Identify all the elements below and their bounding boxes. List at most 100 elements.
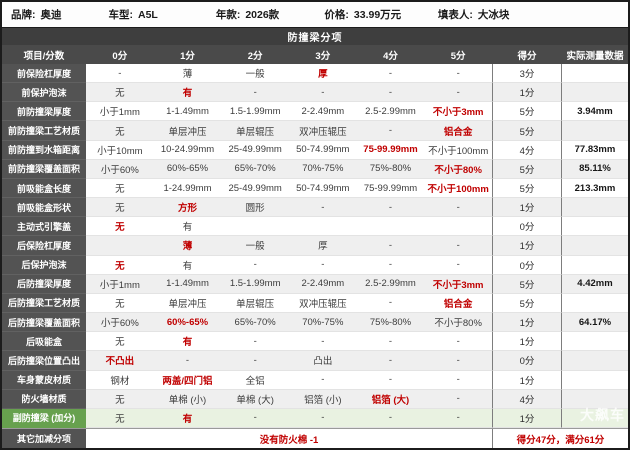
score-option-cell[interactable]	[356, 217, 425, 237]
score-option-cell[interactable]: 双冲压辊压	[288, 293, 357, 314]
score-option-cell[interactable]: -	[288, 198, 357, 218]
score-option-cell[interactable]: 单层辊压	[221, 121, 289, 141]
score-option-cell[interactable]: -	[288, 83, 357, 103]
score-option-cell[interactable]: 70%-75%	[288, 313, 357, 333]
score-option-cell[interactable]: 小于60%	[86, 313, 154, 333]
score-option-cell[interactable]: -	[424, 389, 492, 409]
score-option-cell[interactable]: 有	[153, 217, 222, 237]
score-option-cell[interactable]: 不小于80%	[424, 313, 492, 333]
score-option-cell[interactable]: -	[424, 64, 492, 84]
score-option-cell[interactable]: 75-99.99mm	[356, 178, 425, 199]
score-option-cell[interactable]: -	[288, 255, 357, 275]
score-option-cell[interactable]: -	[356, 198, 425, 218]
score-option-cell[interactable]: 75%-80%	[356, 313, 425, 333]
score-option-cell[interactable]: 单层冲压	[153, 121, 222, 141]
score-option-cell[interactable]: 全铝	[221, 370, 289, 390]
score-option-cell[interactable]: -	[221, 255, 289, 275]
score-option-cell[interactable]: 无	[86, 121, 154, 141]
score-option-cell[interactable]: 不小于3mm	[424, 102, 492, 122]
score-option-cell[interactable]: 单棉 (小)	[153, 389, 222, 409]
score-option-cell[interactable]: 无	[86, 83, 154, 103]
score-option-cell[interactable]: 薄	[153, 64, 222, 84]
score-option-cell[interactable]: -	[424, 370, 492, 390]
score-option-cell[interactable]: 铝合金	[424, 121, 492, 141]
score-option-cell[interactable]: 铝箔 (小)	[288, 389, 357, 409]
score-option-cell[interactable]: -	[221, 83, 289, 103]
score-option-cell[interactable]: -	[356, 236, 425, 256]
score-option-cell[interactable]: -	[424, 198, 492, 218]
score-option-cell[interactable]: 无	[86, 293, 154, 314]
score-option-cell[interactable]: 无	[86, 255, 154, 275]
score-option-cell[interactable]: -	[356, 370, 425, 390]
score-option-cell[interactable]: 单层辊压	[221, 293, 289, 314]
score-option-cell[interactable]: 双冲压辊压	[288, 121, 357, 141]
score-option-cell[interactable]: 75-99.99mm	[356, 140, 425, 160]
score-option-cell[interactable]: 10-24.99mm	[153, 140, 222, 160]
score-option-cell[interactable]: 2-2.49mm	[288, 274, 357, 294]
score-option-cell[interactable]: 1-1.49mm	[153, 274, 222, 294]
score-option-cell[interactable]: 有	[153, 332, 222, 352]
score-option-cell[interactable]: 薄	[153, 236, 222, 256]
score-option-cell[interactable]: -	[424, 351, 492, 371]
score-option-cell[interactable]: -	[356, 64, 425, 84]
score-option-cell[interactable]: 两盖/四门铝	[153, 370, 222, 390]
score-option-cell[interactable]: -	[356, 332, 425, 352]
score-option-cell[interactable]: 不小于3mm	[424, 274, 492, 294]
score-option-cell[interactable]: -	[424, 408, 492, 428]
score-option-cell[interactable]: 1-1.49mm	[153, 102, 222, 122]
score-option-cell[interactable]: 有	[153, 83, 222, 103]
score-option-cell[interactable]: 厚	[288, 236, 357, 256]
score-option-cell[interactable]: 不小于100mm	[424, 178, 492, 199]
score-option-cell[interactable]: 60%-65%	[153, 159, 222, 179]
score-option-cell[interactable]: 无	[86, 332, 154, 352]
score-option-cell[interactable]: -	[221, 351, 289, 371]
score-option-cell[interactable]: -	[86, 64, 154, 84]
score-option-cell[interactable]: 1.5-1.99mm	[221, 102, 289, 122]
score-option-cell[interactable]: 一般	[221, 64, 289, 84]
score-option-cell[interactable]: -	[356, 408, 425, 428]
score-option-cell[interactable]: 小于10mm	[86, 140, 154, 160]
score-option-cell[interactable]: 50-74.99mm	[288, 178, 357, 199]
score-option-cell[interactable]: 铝合金	[424, 293, 492, 314]
score-option-cell[interactable]: 小于1mm	[86, 274, 154, 294]
score-option-cell[interactable]: -	[356, 255, 425, 275]
score-option-cell[interactable]: -	[153, 351, 222, 371]
score-option-cell[interactable]: 单棉 (大)	[221, 389, 289, 409]
score-option-cell[interactable]: 方形	[153, 198, 222, 218]
score-option-cell[interactable]: -	[424, 236, 492, 256]
score-option-cell[interactable]: -	[221, 408, 289, 428]
score-option-cell[interactable]: 2-2.49mm	[288, 102, 357, 122]
score-option-cell[interactable]: 无	[86, 217, 154, 237]
score-option-cell[interactable]: 25-49.99mm	[221, 178, 289, 199]
score-option-cell[interactable]: 无	[86, 389, 154, 409]
score-option-cell[interactable]: -	[424, 332, 492, 352]
score-option-cell[interactable]: 铝箔 (大)	[356, 389, 425, 409]
score-option-cell[interactable]: -	[356, 121, 425, 141]
score-option-cell[interactable]: 不小于100mm	[424, 140, 492, 160]
score-option-cell[interactable]: 65%-70%	[221, 159, 289, 179]
score-option-cell[interactable]: 圆形	[221, 198, 289, 218]
score-option-cell[interactable]: 1.5-1.99mm	[221, 274, 289, 294]
score-option-cell[interactable]: 2.5-2.99mm	[356, 102, 425, 122]
score-option-cell[interactable]: 无	[86, 198, 154, 218]
score-option-cell[interactable]: 单层冲压	[153, 293, 222, 314]
score-option-cell[interactable]: -	[288, 370, 357, 390]
score-option-cell[interactable]	[221, 217, 289, 237]
score-option-cell[interactable]: 厚	[288, 64, 357, 84]
score-option-cell[interactable]: 无	[86, 178, 154, 199]
score-option-cell[interactable]: 小于1mm	[86, 102, 154, 122]
score-option-cell[interactable]	[288, 217, 357, 237]
score-option-cell[interactable]: 2.5-2.99mm	[356, 274, 425, 294]
score-option-cell[interactable]: -	[288, 332, 357, 352]
score-option-cell[interactable]: 75%-80%	[356, 159, 425, 179]
score-option-cell[interactable]: 凸出	[288, 351, 357, 371]
score-option-cell[interactable]: 50-74.99mm	[288, 140, 357, 160]
score-option-cell[interactable]: -	[221, 332, 289, 352]
score-option-cell[interactable]: -	[288, 408, 357, 428]
score-option-cell[interactable]: -	[424, 255, 492, 275]
score-option-cell[interactable]: 60%-65%	[153, 313, 222, 333]
score-option-cell[interactable]: 不小于80%	[424, 159, 492, 179]
score-option-cell[interactable]: 1-24.99mm	[153, 178, 222, 199]
score-option-cell[interactable]: 一般	[221, 236, 289, 256]
score-option-cell[interactable]: 钢材	[86, 370, 154, 390]
